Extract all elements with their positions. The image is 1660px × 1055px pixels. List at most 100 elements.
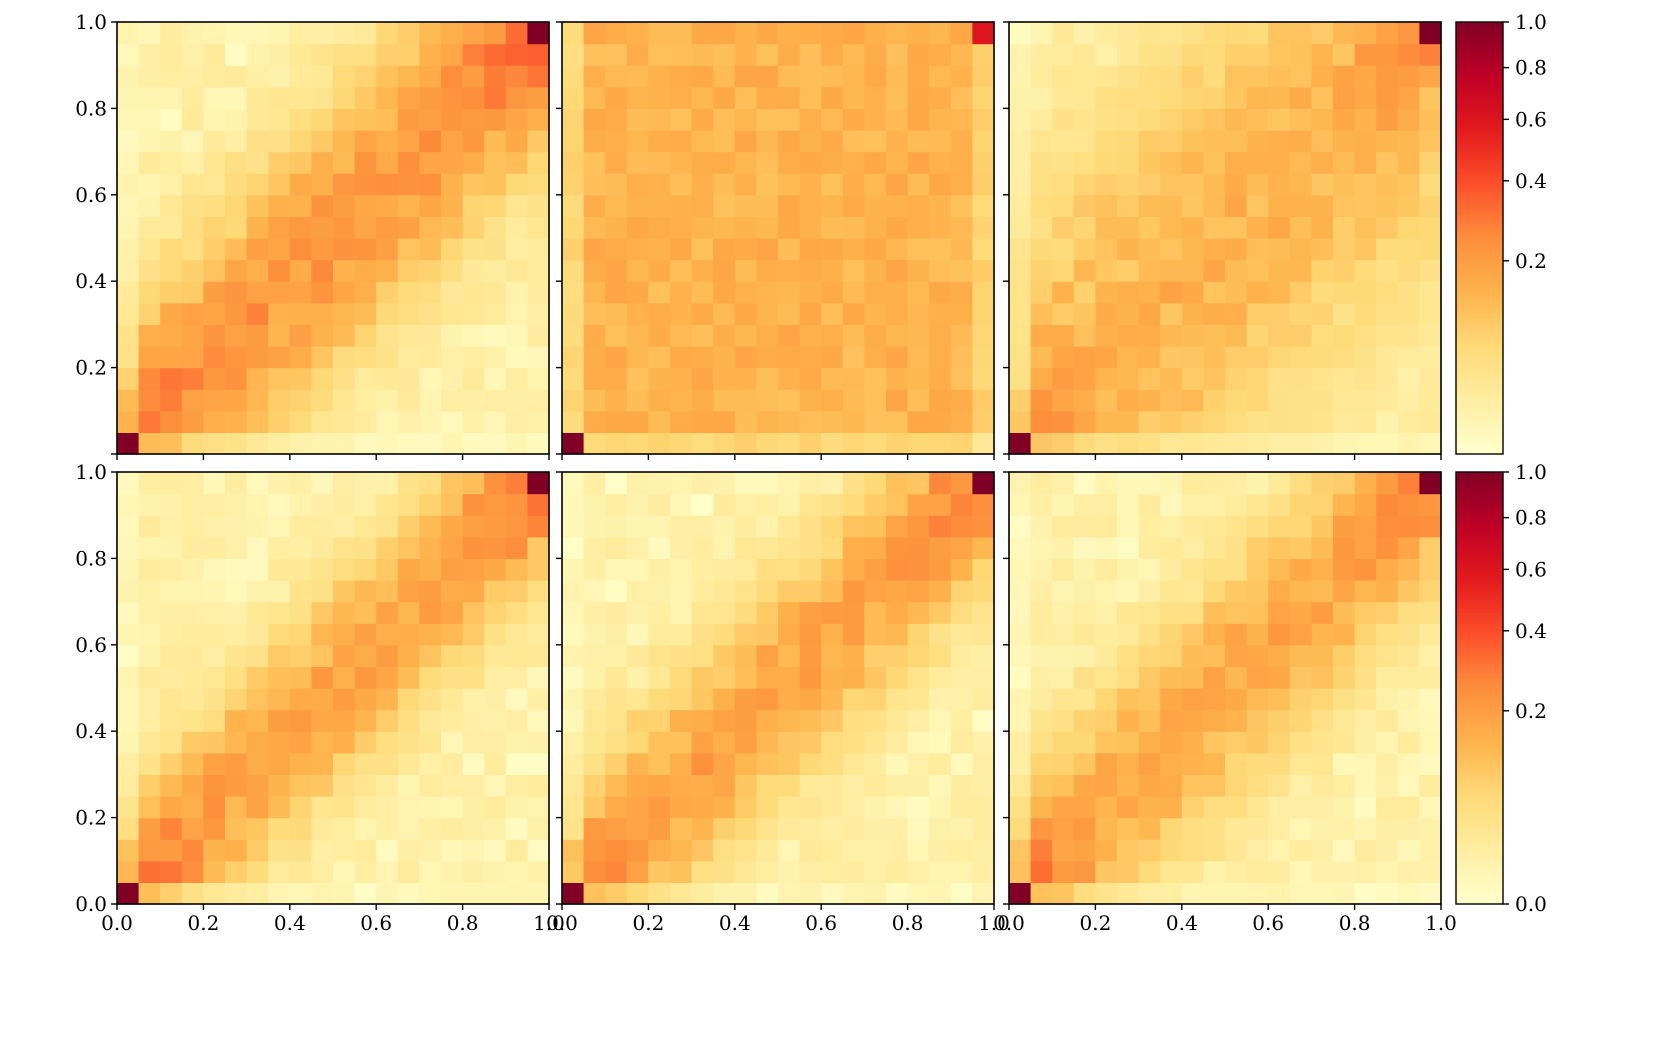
- heatmap-cell: [1117, 216, 1140, 239]
- colorbar-segment: [1456, 868, 1503, 873]
- heatmap-cell: [562, 666, 585, 689]
- heatmap-cell: [462, 731, 485, 754]
- heatmap-cell: [626, 22, 649, 45]
- heatmap-cell: [117, 515, 140, 538]
- heatmap-cell: [1117, 536, 1140, 559]
- heatmap-cell: [354, 173, 377, 196]
- heatmap-cell: [419, 752, 442, 775]
- heatmap-cell: [505, 731, 528, 754]
- heatmap-cell: [1203, 151, 1226, 174]
- heatmap-cell: [562, 493, 585, 516]
- heatmap-cell: [886, 644, 909, 667]
- heatmap-cell: [1376, 194, 1399, 217]
- colorbar-segment: [1456, 684, 1503, 689]
- heatmap-cell: [397, 882, 420, 905]
- heatmap-cell: [1289, 22, 1312, 45]
- heatmap-cell: [1311, 238, 1334, 261]
- heatmap-cell: [1333, 817, 1356, 840]
- heatmap-cell: [1333, 43, 1356, 66]
- heatmap-cell: [648, 796, 671, 819]
- colorbar-segment: [1456, 626, 1503, 631]
- heatmap-cell: [1397, 644, 1420, 667]
- heatmap-cell: [886, 688, 909, 711]
- colorbar-segment: [1456, 551, 1503, 556]
- heatmap-cell: [1246, 709, 1269, 732]
- heatmap-cell: [562, 644, 585, 667]
- heatmap-cell: [864, 839, 887, 862]
- heatmap-cell: [691, 130, 714, 153]
- heatmap-cell: [1397, 731, 1420, 754]
- heatmap-cell: [1073, 472, 1096, 495]
- heatmap-cell: [1354, 22, 1377, 45]
- colorbar-segment: [1456, 616, 1503, 621]
- heatmap-cell: [842, 558, 865, 581]
- heatmap-cell: [225, 346, 248, 369]
- heatmap-cell: [950, 432, 973, 455]
- heatmap-cell: [1225, 882, 1248, 905]
- heatmap-cell: [397, 774, 420, 797]
- heatmap-cell: [225, 324, 248, 347]
- colorbar-segment: [1456, 328, 1503, 333]
- heatmap-cell: [821, 623, 844, 646]
- heatmap-cell: [160, 410, 183, 433]
- heatmap-cell: [929, 108, 952, 131]
- colorbar-segment: [1456, 835, 1503, 840]
- heatmap-cell: [505, 86, 528, 109]
- heatmap-cell: [1181, 752, 1204, 775]
- heatmap-cell: [289, 688, 312, 711]
- colorbar-segment: [1456, 158, 1503, 163]
- colorbar-segment: [1456, 396, 1503, 401]
- heatmap-cell: [311, 817, 334, 840]
- heatmap-cell: [799, 65, 822, 88]
- heatmap-cell: [160, 558, 183, 581]
- colorbar-segment: [1456, 803, 1503, 808]
- heatmap-cell: [691, 860, 714, 883]
- heatmap-cell: [605, 65, 628, 88]
- heatmap-cell: [1181, 130, 1204, 153]
- heatmap-cell: [441, 839, 464, 862]
- heatmap-cell: [527, 367, 550, 390]
- heatmap-cell: [972, 644, 995, 667]
- heatmap-cell: [1246, 472, 1269, 495]
- heatmap-cell: [929, 410, 952, 433]
- heatmap-cell: [756, 558, 779, 581]
- heatmap-cell: [376, 216, 399, 239]
- colorbar-tick-label: 0.8: [1515, 56, 1547, 80]
- heatmap-cell: [1354, 601, 1377, 624]
- heatmap-cell: [354, 666, 377, 689]
- heatmap-cell: [1160, 666, 1183, 689]
- heatmap-cell: [713, 346, 736, 369]
- heatmap-cell: [1225, 839, 1248, 862]
- heatmap-cell: [311, 302, 334, 325]
- heatmap-cell: [1030, 601, 1053, 624]
- heatmap-cell: [1225, 860, 1248, 883]
- heatmap-cell: [1289, 346, 1312, 369]
- colorbar-segment: [1456, 889, 1503, 894]
- heatmap-cell: [670, 22, 693, 45]
- colorbar-segment: [1456, 796, 1503, 801]
- heatmap-cell: [1160, 86, 1183, 109]
- heatmap-cell: [1030, 515, 1053, 538]
- heatmap-cell: [1289, 536, 1312, 559]
- heatmap-cell: [648, 623, 671, 646]
- heatmap-cell: [181, 839, 204, 862]
- heatmap-cell: [117, 151, 140, 174]
- heatmap-cell: [626, 367, 649, 390]
- heatmap-cell: [333, 796, 356, 819]
- heatmap-cell: [376, 796, 399, 819]
- colorbar-segment: [1456, 508, 1503, 513]
- heatmap-cell: [778, 623, 801, 646]
- heatmap-cell: [333, 472, 356, 495]
- heatmap-cell: [1160, 515, 1183, 538]
- heatmap-cell: [1052, 688, 1075, 711]
- heatmap-cell: [1354, 346, 1377, 369]
- heatmap-cell: [484, 389, 507, 412]
- heatmap-cell: [246, 515, 269, 538]
- heatmap-cell: [1117, 472, 1140, 495]
- heatmap-cell: [1160, 65, 1183, 88]
- heatmap-cell: [1419, 108, 1442, 131]
- heatmap-cell: [583, 259, 606, 282]
- heatmap-cell: [1203, 43, 1226, 66]
- heatmap-cell: [886, 22, 909, 45]
- heatmap-cell: [1095, 493, 1118, 516]
